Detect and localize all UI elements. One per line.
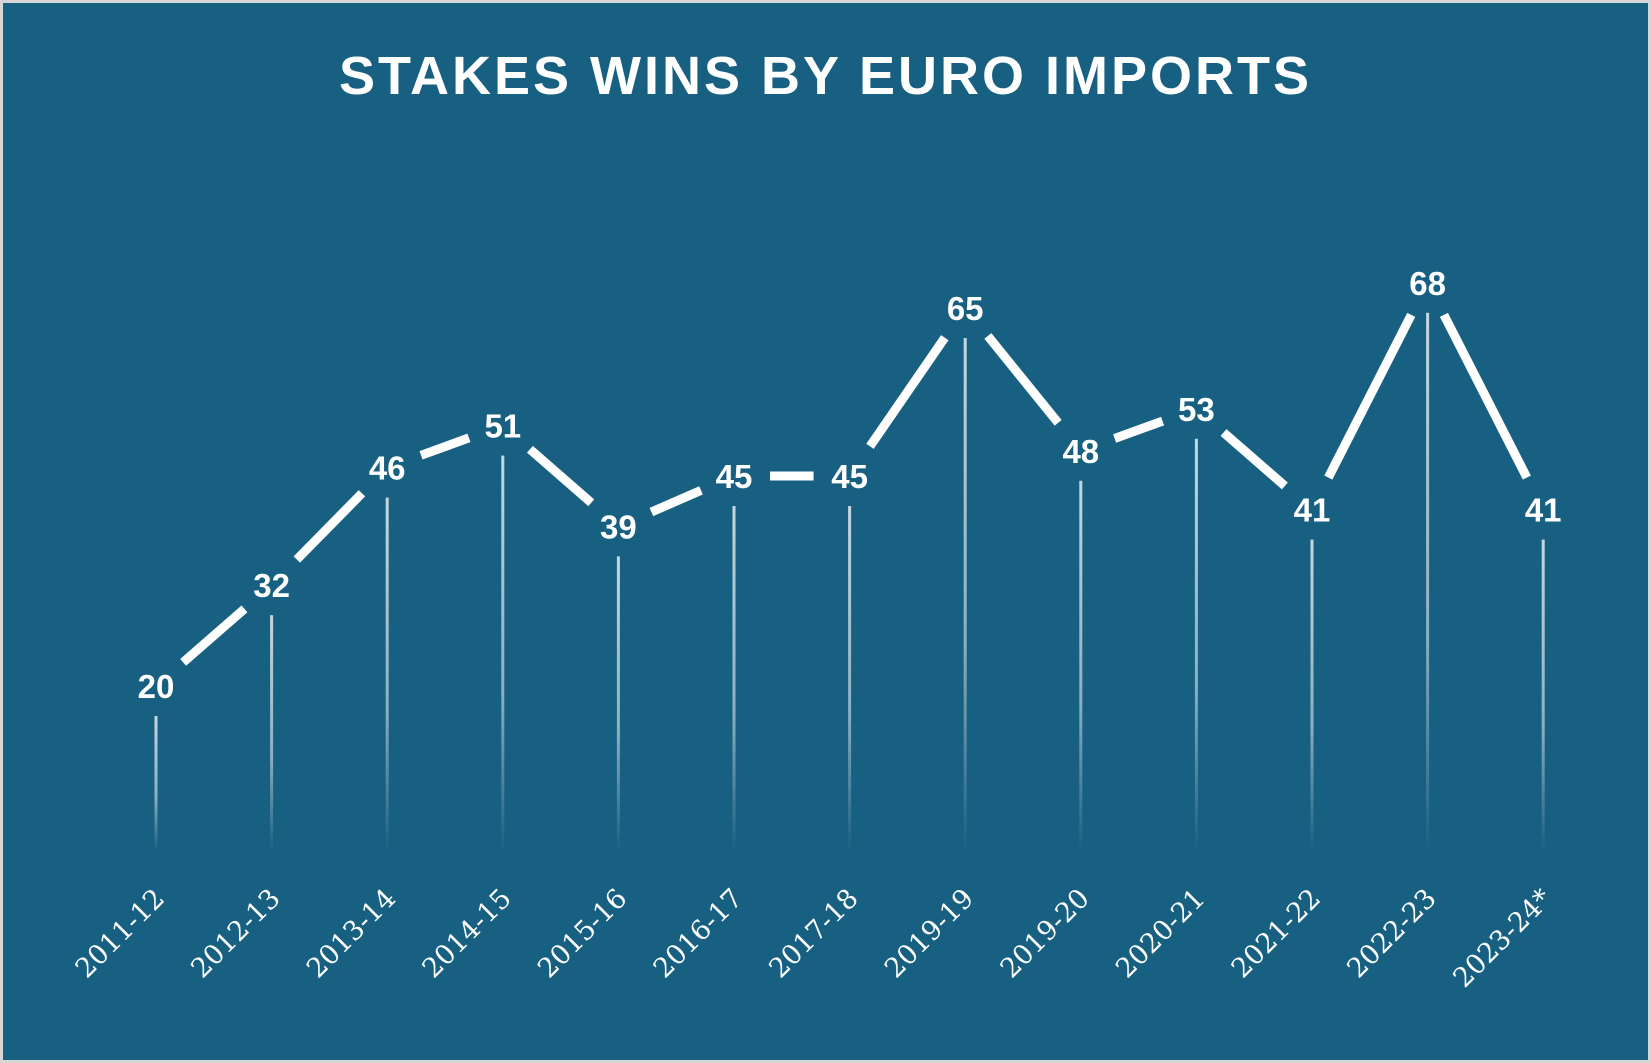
x-tick-label: 2020-21	[1110, 883, 1211, 984]
data-label: 65	[947, 290, 984, 327]
drop-line	[848, 506, 852, 851]
x-tick-label: 2022-23	[1341, 883, 1442, 984]
line-segment	[1439, 312, 1531, 480]
data-label: 46	[369, 450, 406, 487]
data-label: 48	[1062, 433, 1099, 470]
line-segment	[293, 490, 366, 563]
drop-line	[154, 716, 158, 851]
data-label: 45	[831, 458, 868, 495]
line-segment	[984, 333, 1062, 426]
x-tick-label: 2019-19	[879, 883, 980, 984]
x-tick-label: 2021-22	[1226, 883, 1327, 984]
drop-line	[963, 338, 967, 851]
x-tick-label: 2016-17	[648, 883, 749, 984]
data-label: 53	[1178, 391, 1215, 428]
x-tick-label: 2023-24*	[1447, 883, 1558, 994]
x-tick-label: 2015-16	[532, 883, 633, 984]
line-segment	[649, 486, 703, 517]
x-tick-label: 2011-12	[70, 883, 171, 984]
drop-line	[1079, 480, 1083, 851]
x-tick-label: 2013-14	[301, 883, 402, 984]
data-label: 39	[600, 508, 637, 545]
line-segment	[1324, 312, 1416, 480]
drop-line	[1541, 539, 1545, 851]
line-segment	[180, 605, 248, 666]
drop-line	[385, 497, 389, 851]
line-segment	[1220, 429, 1288, 490]
drop-line	[732, 506, 736, 851]
line-chart: 20 2011-12 32 2012-13 46 2013-14 51 2014-15 39 20…	[70, 265, 1562, 994]
data-label: 20	[138, 668, 175, 705]
data-label: 41	[1525, 492, 1562, 529]
drop-line	[616, 556, 620, 851]
x-tick-label: 2019-20	[994, 883, 1095, 984]
chart-title: STAKES WINS BY EURO IMPORTS	[338, 46, 1313, 106]
x-tick-label: 2017-18	[763, 883, 864, 984]
drop-line	[501, 455, 505, 851]
line-segment	[419, 433, 471, 460]
data-label: 68	[1409, 265, 1446, 302]
drop-line	[270, 615, 274, 851]
data-label: 51	[484, 408, 521, 445]
data-label: 32	[253, 567, 290, 604]
line-segment	[526, 445, 595, 507]
line-segment	[1113, 416, 1165, 443]
x-tick-label: 2012-13	[185, 883, 286, 984]
data-label: 41	[1294, 492, 1331, 529]
drop-line	[1194, 438, 1198, 851]
x-tick-label: 2014-15	[416, 883, 517, 984]
drop-line	[1426, 312, 1430, 851]
line-segment	[866, 335, 949, 449]
data-label: 45	[716, 458, 753, 495]
drop-line	[1310, 539, 1314, 851]
